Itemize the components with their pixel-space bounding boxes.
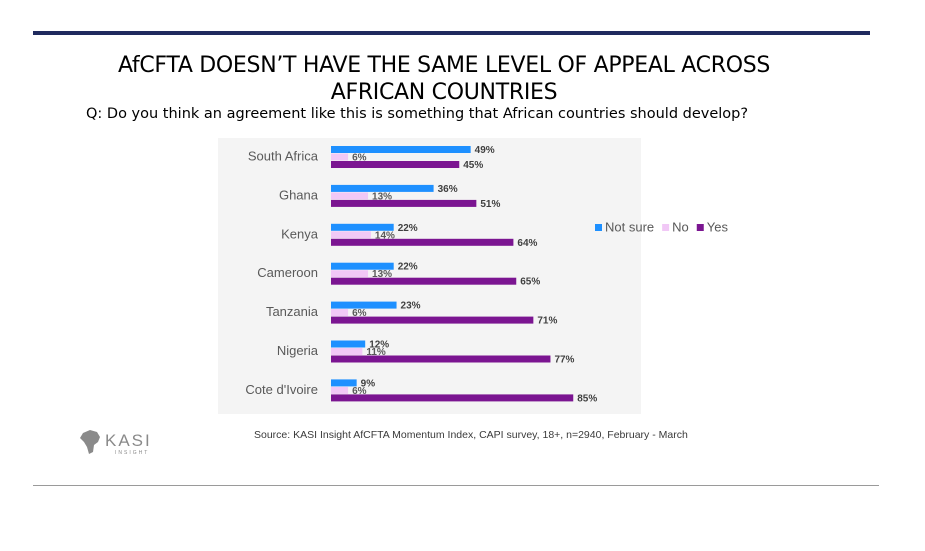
bar-no (331, 386, 349, 394)
bar-yes (331, 161, 460, 168)
legend-swatch (595, 224, 602, 231)
bar-not-sure (331, 262, 394, 270)
bar-yes (331, 355, 551, 363)
data-label: 22% (398, 262, 418, 273)
category-label: Ghana (279, 187, 319, 202)
legend-label: Yes (707, 220, 729, 235)
bar-not-sure (331, 146, 471, 153)
data-label: 71% (537, 316, 557, 327)
data-label: 64% (517, 238, 537, 249)
legend-label: No (672, 220, 689, 235)
logo-subtext: INSIGHT (115, 450, 149, 456)
bar-yes (331, 316, 534, 324)
data-label: 51% (480, 199, 500, 210)
bar-not-sure (331, 184, 434, 192)
bar-not-sure (331, 340, 366, 348)
legend-swatch (662, 224, 670, 231)
category-label: Nigeria (277, 343, 319, 358)
data-label: 6% (352, 386, 367, 397)
data-label: 14% (375, 230, 395, 241)
data-label: 22% (398, 223, 418, 234)
bar-not-sure (331, 223, 394, 231)
bottom-rule (33, 485, 879, 486)
bar-no (331, 153, 349, 161)
data-label: 6% (352, 153, 367, 164)
category-label: Tanzania (266, 304, 319, 319)
category-label: Kenya (281, 226, 319, 241)
bar-no (331, 231, 371, 239)
bar-no (331, 348, 363, 355)
source-note: Source: KASI Insight AfCFTA Momentum Ind… (254, 429, 688, 441)
data-label: 23% (401, 301, 421, 312)
data-label: 77% (554, 355, 574, 366)
title-line-2: AFRICAN COUNTRIES (330, 80, 558, 105)
bar-not-sure (331, 301, 397, 309)
bar-no (331, 270, 369, 278)
legend-swatch (696, 224, 704, 231)
data-label: 65% (520, 277, 540, 288)
bar-not-sure (331, 379, 357, 387)
survey-question: Q: Do you think an agreement like this i… (86, 106, 749, 122)
title-line-1: AfCFTA DOESN’T HAVE THE SAME LEVEL OF AP… (117, 53, 771, 78)
bar-no (331, 309, 349, 317)
kasi-logo: KASI INSIGHT (80, 430, 152, 456)
bar-yes (331, 199, 477, 207)
data-label: 6% (352, 308, 367, 319)
page-title: AfCFTA DOESN’T HAVE THE SAME LEVEL OF AP… (40, 52, 848, 106)
data-label: 13% (372, 269, 392, 280)
bar-yes (331, 277, 517, 285)
bar-yes (331, 394, 574, 402)
category-label: Cameroon (257, 265, 318, 280)
bar-no (331, 192, 369, 200)
category-label: Cote d'Ivoire (245, 382, 318, 397)
data-label: 36% (438, 184, 458, 195)
africa-map-icon (80, 430, 100, 454)
data-label: 85% (577, 393, 597, 404)
data-label: 49% (475, 145, 495, 156)
top-rule (33, 31, 870, 35)
data-label: 12% (369, 340, 389, 351)
data-label: 11% (366, 347, 386, 358)
legend-label: Not sure (605, 220, 654, 235)
data-label: 13% (372, 191, 392, 202)
category-label: South Africa (248, 149, 319, 164)
logo-text: KASI (105, 431, 152, 450)
bar-yes (331, 238, 514, 246)
data-label: 45% (463, 160, 483, 171)
data-label: 9% (361, 378, 376, 389)
chart-background (218, 138, 641, 414)
